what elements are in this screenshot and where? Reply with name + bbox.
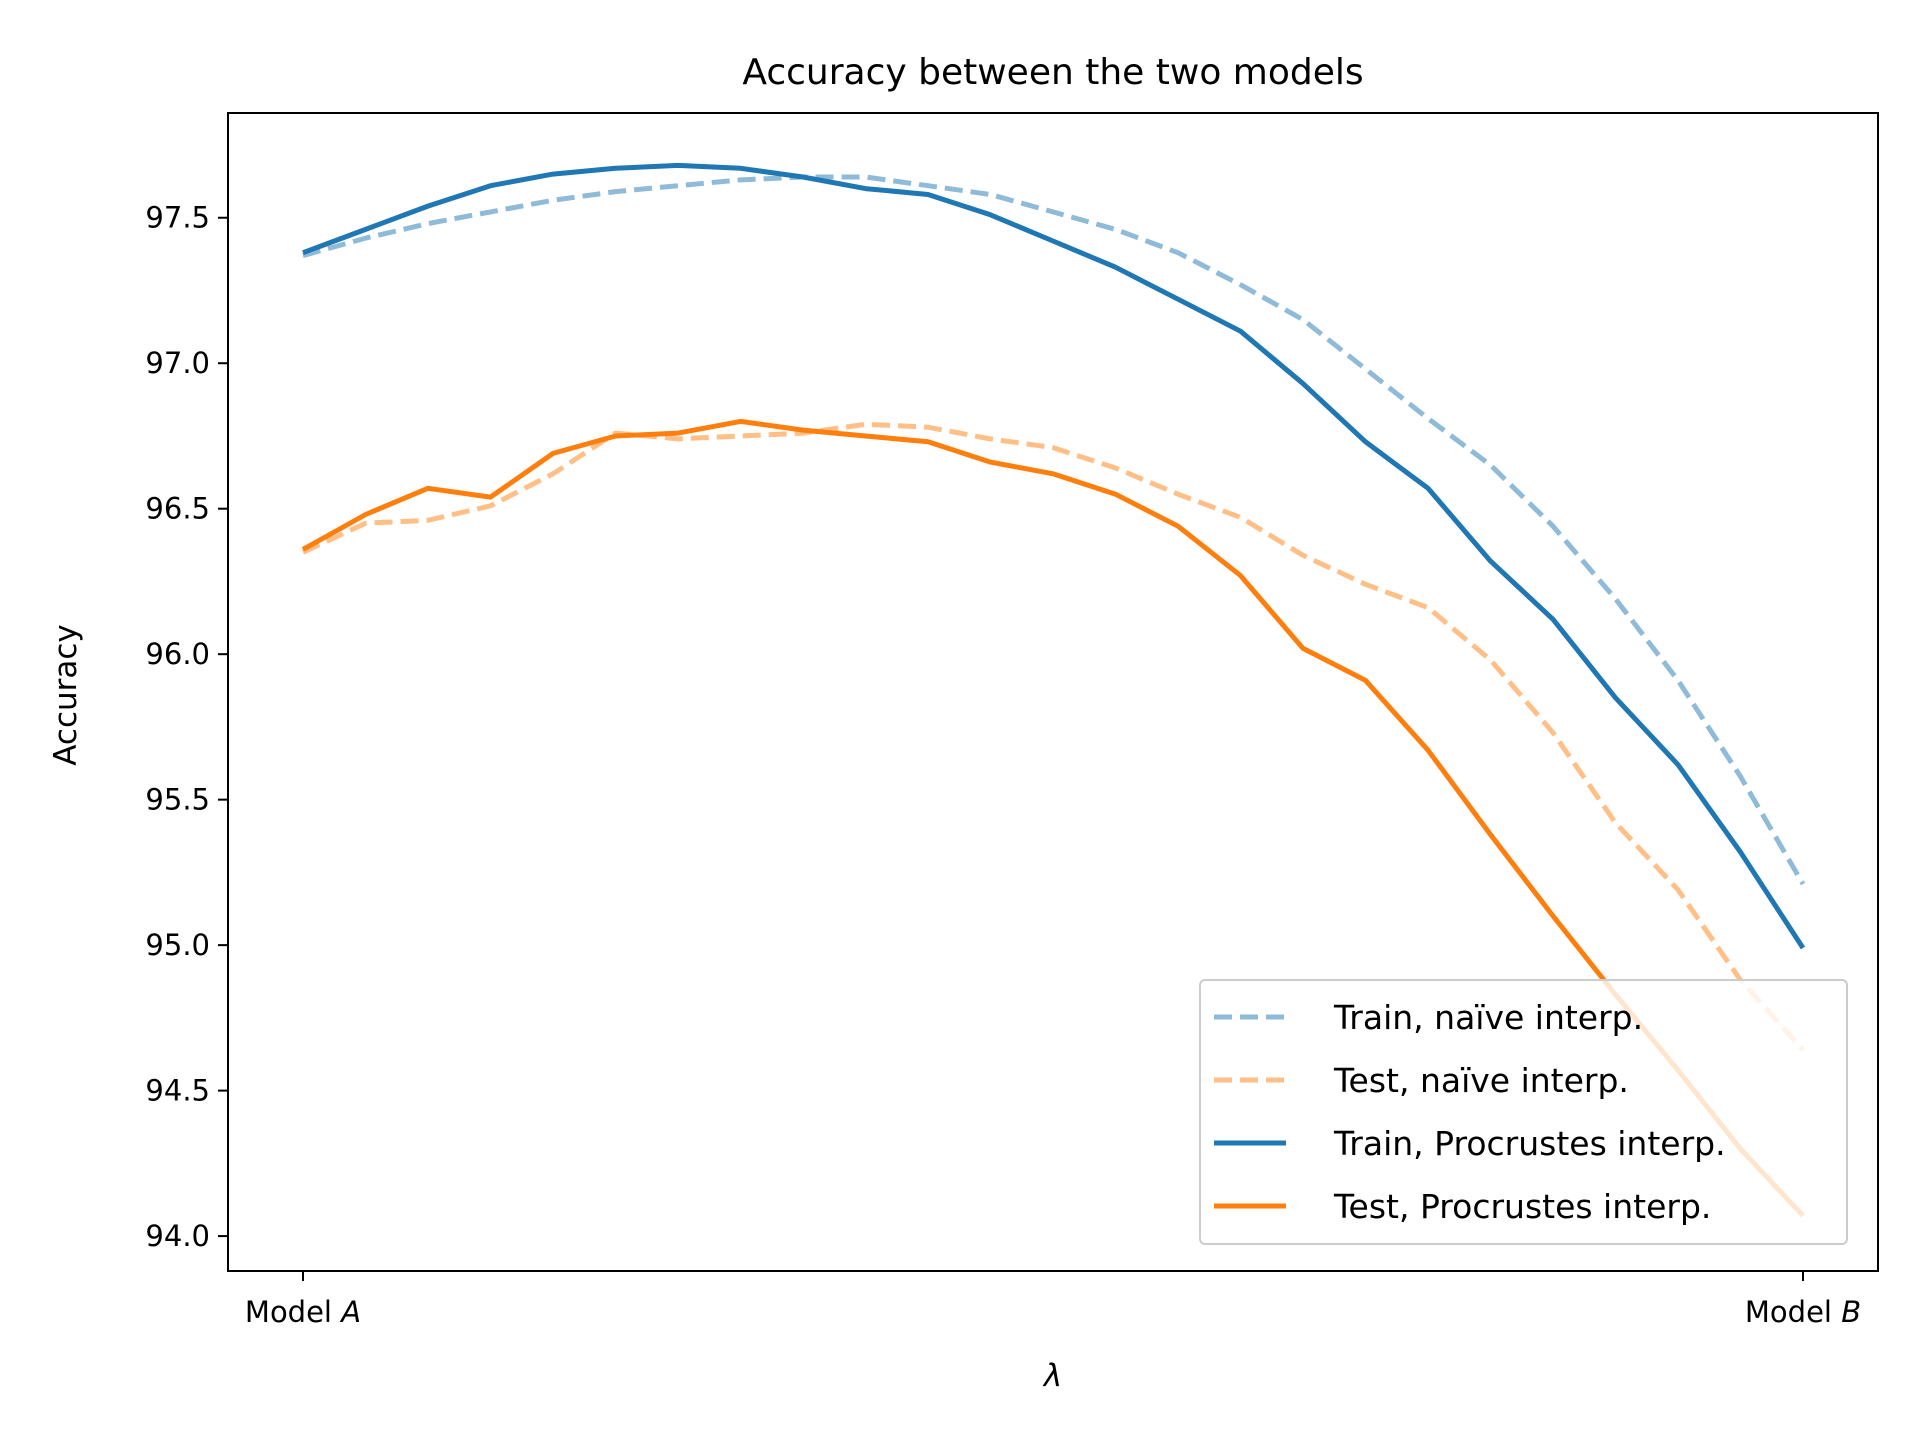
legend-label: Test, Procrustes interp. [1333,1187,1711,1226]
x-tick-label-variable: A [339,1295,361,1329]
x-tick-label: Model A [245,1295,361,1329]
x-tick-label-prefix: Model [245,1295,341,1329]
legend-label: Test, naïve interp. [1333,1061,1629,1100]
y-tick-label: 95.0 [145,928,210,962]
chart-title: Accuracy between the two models [742,52,1363,93]
legend-box [1199,979,1848,1245]
legend: Train, naïve interp. Test, naïve interp. T… [1199,979,1848,1245]
y-axis-title: Accuracy [48,624,84,766]
x-tick-label-prefix: Model [1745,1295,1841,1329]
y-tick-label: 97.5 [145,201,210,235]
x-axis-title: λ [1042,1358,1062,1394]
series-group [301,162,1806,1218]
x-tick-label: Model B [1745,1295,1861,1329]
legend-label: Train, Procrustes interp. [1333,1124,1726,1163]
series-line-2 [301,421,1805,1052]
x-tick-label-variable: B [1841,1295,1861,1329]
y-tick-label: 96.5 [145,492,210,526]
y-tick-label: 97.0 [145,346,210,380]
y-tick-label: 94.5 [145,1074,210,1108]
series-line-1 [302,174,1806,886]
y-tick-label: 94.0 [145,1219,210,1253]
y-axis: 94.0 94.5 95.0 95.5 96.0 96.5 97.0 97.5 [145,201,228,1253]
series-line-3 [302,162,1806,950]
legend-label: Train, naïve interp. [1333,998,1643,1037]
plot-area [301,162,1806,1218]
y-tick-label: 96.0 [145,637,210,671]
y-tick-label: 95.5 [145,783,210,817]
series-line-4 [301,418,1805,1218]
plot-frame [227,112,1879,1272]
x-axis: Model A Model B [245,1271,1861,1329]
